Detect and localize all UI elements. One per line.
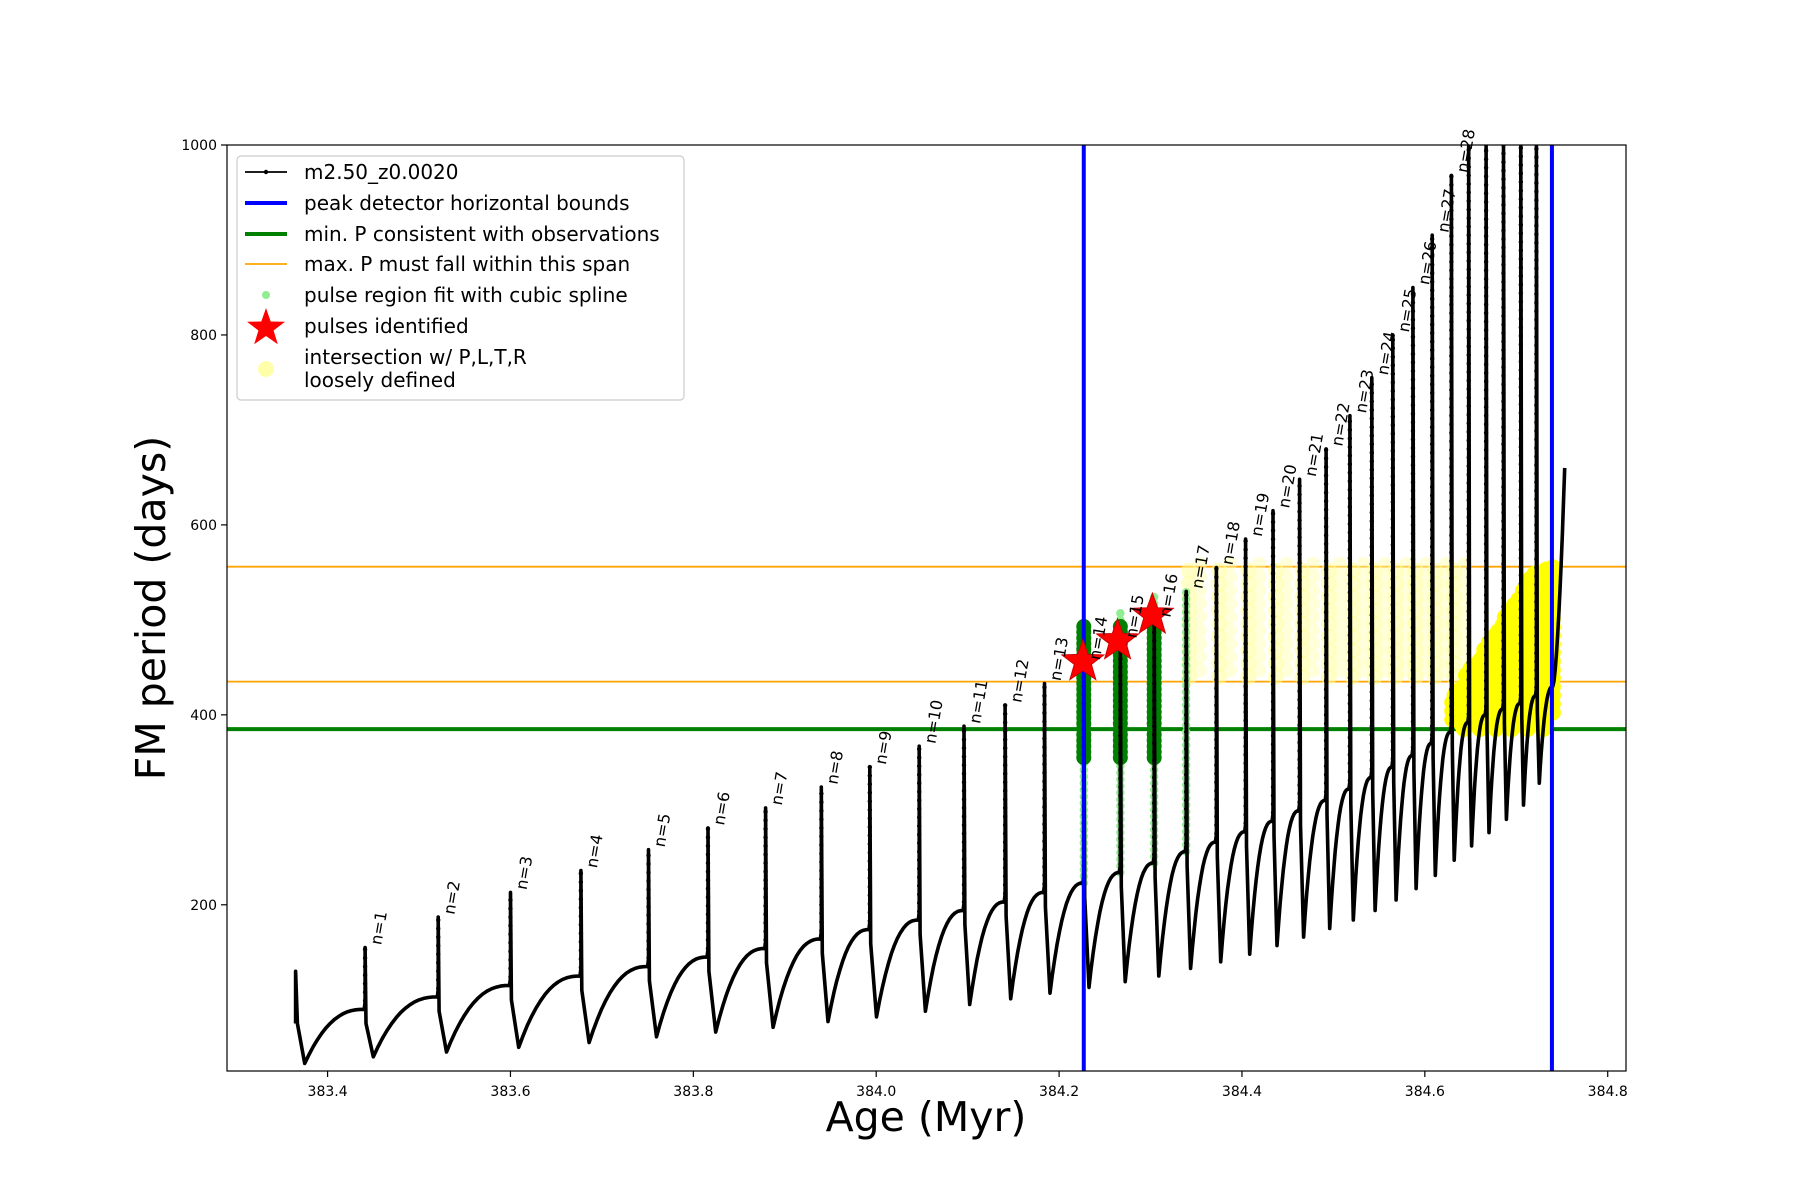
- x-axis-ticks: 383.4 383.6 383.8 384.0 384.2 384.4 384.6 384.8: [308, 1071, 1628, 1100]
- pulse-spike-20: [1270, 511, 1276, 824]
- y-tick-label-4: 800: [190, 328, 217, 344]
- legend-label-3: min. P consistent with observations: [304, 222, 660, 246]
- legend-label-6: pulses identified: [304, 314, 469, 338]
- identified-pulses: [1060, 591, 1175, 681]
- pulse-spike-26: [1410, 291, 1416, 758]
- series-line: [293, 145, 1567, 1066]
- x-tick-label-1: 383.4: [308, 1084, 348, 1100]
- y-tick-label-5: 1000: [181, 138, 217, 154]
- pulse-spike-7: [763, 809, 768, 951]
- pulse-spike-13: [1042, 685, 1047, 895]
- series-m2-50-z0-0020: [293, 145, 1567, 1066]
- legend-label-1: m2.50_z0.0020: [304, 160, 459, 184]
- pulse-spike-21: [1297, 483, 1302, 813]
- pulse-spike-32: [1518, 145, 1524, 706]
- x-axis-label: Age (Myr): [826, 1093, 1027, 1141]
- pulse-star-3: [1129, 591, 1175, 635]
- peak-detector-bounds: [1081, 145, 1554, 1071]
- y-axis-label: FM period (days): [127, 436, 175, 780]
- pulse-spike-1: [362, 947, 368, 1012]
- pulse-spike-5: [646, 853, 651, 969]
- x-tick-label-3: 383.8: [673, 1084, 713, 1100]
- pulse-spike-22: [1323, 447, 1329, 803]
- legend-label-4: max. P must fall within this span: [304, 252, 630, 276]
- pulse-spike-30: [1483, 148, 1489, 718]
- x-tick-label-4: 384.0: [856, 1084, 896, 1100]
- legend-entry-1: m2.50_z0.0020: [245, 160, 459, 184]
- y-tick-label-3: 600: [190, 518, 217, 534]
- pulse-spike-25: [1390, 337, 1396, 770]
- legend-entry-4: max. P must fall within this span: [245, 252, 630, 276]
- x-tick-label-5: 384.2: [1039, 1084, 1079, 1100]
- plot-area: [227, 145, 1626, 1071]
- legend-entry-6: pulses identified: [247, 308, 469, 345]
- legend-entry-2: peak detector horizontal bounds: [245, 191, 630, 215]
- pulse-spike-12: [1002, 703, 1008, 905]
- pulse-spike-9: [867, 764, 873, 932]
- legend-entry-7: intersection w/ P,L,T,R loosely defined: [258, 345, 527, 392]
- x-tick-label-6: 384.4: [1222, 1084, 1262, 1100]
- y-tick-label-1: 200: [190, 898, 217, 914]
- pulse-spike-16: [1151, 621, 1157, 866]
- x-tick-label-7: 384.6: [1405, 1084, 1445, 1100]
- pulse-spike-10: [916, 746, 922, 923]
- pulse-spike-17: [1183, 592, 1189, 854]
- legend-box: [236, 155, 685, 401]
- pulse-spike-11: [961, 728, 967, 913]
- pulse-spike-27: [1429, 236, 1435, 746]
- pulse-spike-33: [1534, 146, 1539, 699]
- pulse-spike-19: [1243, 538, 1248, 834]
- x-tick-label-8: 384.8: [1588, 1084, 1628, 1100]
- pulse-spike-29: [1466, 147, 1471, 725]
- pulse-spike-2: [436, 917, 441, 1000]
- plot-frame: [226, 144, 1627, 1072]
- pulse-spike-3: [508, 897, 513, 988]
- legend-label-2: peak detector horizontal bounds: [304, 191, 630, 215]
- x-tick-label-2: 383.6: [490, 1084, 530, 1100]
- pulse-spike-4: [578, 871, 584, 979]
- legend-entry-3: min. P consistent with observations: [245, 222, 660, 246]
- pulse-star-2: [1095, 617, 1140, 660]
- pulse-spike-18: [1214, 566, 1219, 845]
- pulse-spike-8: [819, 791, 824, 942]
- legend-label-5: pulse region fit with cubic spline: [304, 283, 628, 307]
- y-tick-label-2: 400: [190, 708, 217, 724]
- legend-entry-5: pulse region fit with cubic spline: [262, 283, 628, 307]
- pulse-spike-6: [705, 826, 711, 960]
- y-axis-ticks: 200 400 600 800 1000: [181, 138, 227, 914]
- legend-label-7: intersection w/ P,L,T,R loosely defined: [304, 345, 527, 392]
- pulse-star-1: [1060, 638, 1106, 681]
- pulse-spike-28: [1449, 174, 1454, 735]
- pulse-spike-15: [1118, 639, 1123, 875]
- pulse-spike-23: [1347, 419, 1353, 792]
- intersection-column-19: [1240, 556, 1267, 685]
- pulse-spike-24: [1369, 382, 1375, 780]
- pulse-spike-31: [1501, 145, 1506, 712]
